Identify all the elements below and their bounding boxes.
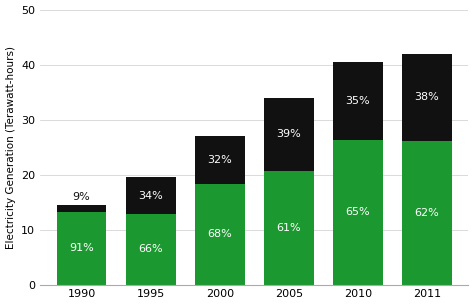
- Bar: [195, 136, 245, 184]
- Bar: [402, 54, 452, 141]
- Text: 34%: 34%: [138, 191, 163, 201]
- Text: 39%: 39%: [276, 129, 301, 139]
- Text: 68%: 68%: [207, 229, 232, 239]
- Bar: [195, 184, 245, 285]
- Bar: [126, 177, 175, 214]
- Text: 32%: 32%: [207, 155, 232, 165]
- Bar: [126, 214, 175, 285]
- Text: 61%: 61%: [276, 223, 301, 232]
- Bar: [402, 141, 452, 285]
- Bar: [264, 170, 314, 285]
- Text: 91%: 91%: [69, 243, 94, 253]
- Bar: [333, 62, 383, 140]
- Text: 9%: 9%: [73, 192, 91, 202]
- Bar: [333, 140, 383, 285]
- Bar: [57, 205, 107, 212]
- Bar: [264, 98, 314, 170]
- Text: 38%: 38%: [415, 92, 439, 102]
- Bar: [57, 212, 107, 285]
- Text: 66%: 66%: [138, 244, 163, 254]
- Text: 35%: 35%: [346, 96, 370, 106]
- Text: 62%: 62%: [415, 208, 439, 218]
- Text: 65%: 65%: [346, 207, 370, 217]
- Y-axis label: Electricity Generation (Terawatt-hours): Electricity Generation (Terawatt-hours): [6, 45, 16, 249]
